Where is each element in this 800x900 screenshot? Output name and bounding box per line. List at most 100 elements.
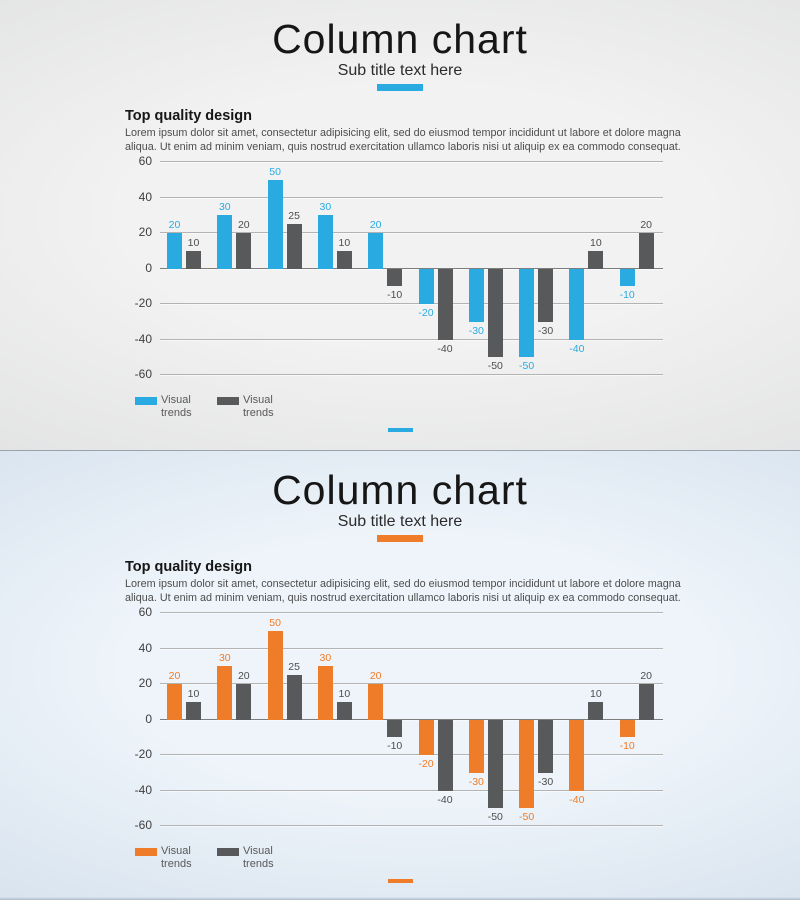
bar-value-label: 10 bbox=[590, 236, 602, 249]
column-bar bbox=[519, 268, 535, 358]
column-bar bbox=[217, 215, 233, 269]
bar-value-label: -20 bbox=[418, 307, 434, 319]
gridline bbox=[160, 718, 663, 720]
y-tick-label: 0 bbox=[145, 711, 152, 726]
y-tick-label: 60 bbox=[138, 605, 152, 619]
bar-value-label: 20 bbox=[640, 219, 653, 231]
bar-value-label: 50 bbox=[269, 616, 281, 629]
gridline bbox=[160, 267, 663, 269]
column-bar bbox=[167, 684, 182, 720]
bar-value-label: -50 bbox=[487, 360, 503, 373]
column-bar bbox=[569, 268, 585, 340]
section-body-text: Lorem ipsum dolor sit amet, consectetur … bbox=[125, 127, 681, 153]
bar-value-label: 25 bbox=[288, 661, 300, 674]
bar-value-label: -40 bbox=[437, 342, 453, 355]
legend-label: Visual trends bbox=[243, 845, 274, 870]
gridline bbox=[160, 789, 663, 791]
y-tick-label: -40 bbox=[134, 331, 152, 346]
section-body-text: Lorem ipsum dolor sit amet, consectetur … bbox=[125, 578, 681, 604]
gridline bbox=[160, 647, 663, 649]
bar-value-label: 10 bbox=[187, 687, 200, 700]
column-bar bbox=[317, 666, 333, 720]
bar-value-label: -50 bbox=[487, 811, 503, 824]
footer-accent-dash bbox=[388, 879, 413, 883]
column-bar bbox=[418, 268, 434, 304]
bar-value-label: -10 bbox=[619, 289, 635, 302]
bar-value-label: 20 bbox=[369, 670, 382, 682]
column-bar bbox=[468, 268, 484, 322]
legend-swatch-series2 bbox=[217, 397, 239, 405]
y-tick-label: -60 bbox=[134, 367, 152, 381]
bottom-edge-shadow bbox=[0, 897, 800, 900]
column-bar bbox=[437, 268, 453, 340]
bar-value-label: -50 bbox=[519, 360, 535, 373]
bar-value-label: 20 bbox=[168, 219, 181, 231]
legend-item: Visual trends bbox=[135, 845, 207, 870]
bar-value-label: -40 bbox=[569, 342, 585, 355]
column-bar bbox=[336, 701, 352, 720]
gridline bbox=[160, 232, 663, 233]
gridline bbox=[160, 161, 663, 162]
column-bar bbox=[368, 684, 384, 720]
bar-value-label: 50 bbox=[269, 165, 281, 178]
bar-value-label: 20 bbox=[168, 670, 181, 682]
column-bar bbox=[167, 233, 182, 269]
column-bar bbox=[538, 719, 554, 773]
column-bar bbox=[236, 233, 252, 269]
column-bar bbox=[588, 701, 604, 720]
y-tick-label: 20 bbox=[138, 225, 152, 239]
section-heading: Top quality design bbox=[125, 559, 253, 575]
bar-value-label: 30 bbox=[218, 652, 231, 665]
subtitle-accent-bar bbox=[377, 535, 423, 542]
column-bar bbox=[569, 719, 585, 791]
bar-value-label: -30 bbox=[538, 775, 554, 788]
bar-value-label: -50 bbox=[519, 811, 535, 824]
page-title: Column chart bbox=[272, 16, 528, 62]
column-bar bbox=[267, 179, 283, 269]
bar-value-label: -30 bbox=[468, 775, 484, 788]
section-heading: Top quality design bbox=[125, 108, 253, 124]
column-bar bbox=[418, 719, 434, 755]
column-bar bbox=[468, 719, 484, 773]
column-bar bbox=[387, 719, 403, 738]
y-tick-label: 0 bbox=[145, 260, 152, 275]
column-bar bbox=[638, 233, 654, 269]
bar-value-label: -40 bbox=[569, 793, 585, 806]
bar-value-label: 10 bbox=[590, 687, 602, 700]
gridline bbox=[160, 612, 663, 613]
footer-accent-dash bbox=[388, 428, 413, 432]
y-tick-label: -40 bbox=[134, 782, 152, 797]
bar-value-label: 20 bbox=[640, 670, 653, 682]
bar-value-label: 10 bbox=[338, 687, 351, 700]
slide-panel-blue: Column chart Sub title text here Top qua… bbox=[0, 450, 800, 900]
bar-value-label: 30 bbox=[319, 201, 332, 214]
gridline bbox=[160, 754, 663, 755]
bar-value-label: 20 bbox=[237, 670, 250, 682]
bar-value-label: -10 bbox=[619, 740, 635, 753]
page-subtitle: Sub title text here bbox=[337, 513, 463, 530]
column-bar bbox=[519, 719, 535, 809]
bar-value-label: 20 bbox=[369, 219, 382, 231]
column-bar bbox=[588, 250, 604, 269]
gridline bbox=[160, 683, 663, 684]
bar-value-label: -40 bbox=[437, 793, 453, 806]
column-bar bbox=[336, 250, 352, 269]
bar-value-label: 20 bbox=[237, 219, 250, 231]
bar-value-label: 30 bbox=[319, 652, 332, 665]
legend-item: Visual trends bbox=[135, 394, 207, 419]
bar-value-label: 10 bbox=[187, 236, 200, 249]
bar-value-label: -10 bbox=[387, 289, 403, 302]
column-bar bbox=[286, 675, 302, 720]
bar-value-label: 30 bbox=[218, 201, 231, 214]
column-bar bbox=[538, 268, 554, 322]
column-bar bbox=[437, 719, 453, 791]
y-tick-label: 40 bbox=[138, 189, 152, 204]
legend-swatch-series1 bbox=[135, 397, 157, 405]
chart-legend: Visual trends Visual trends bbox=[135, 845, 289, 870]
column-bar bbox=[487, 268, 503, 358]
legend-item: Visual trends bbox=[217, 394, 289, 419]
bar-value-label: -30 bbox=[538, 324, 554, 337]
column-bar bbox=[619, 268, 635, 287]
gridline bbox=[160, 374, 663, 375]
chart-legend: Visual trends Visual trends bbox=[135, 394, 289, 419]
